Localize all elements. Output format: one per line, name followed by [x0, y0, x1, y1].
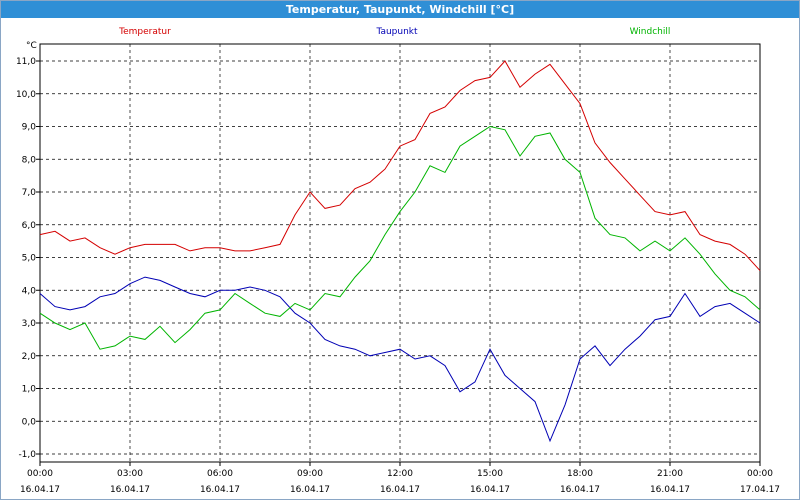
series-line-temperatur: [39, 60, 761, 271]
x-tick-time-label: 03:00: [117, 469, 143, 479]
x-tick-time-label: 15:00: [477, 469, 503, 479]
x-tick-date-label: 16.04.17: [200, 485, 240, 495]
x-tick-time-label: 18:00: [567, 469, 593, 479]
x-tick-date-label: 16.04.17: [290, 485, 330, 495]
x-tick-time-label: 00:00: [27, 469, 53, 479]
y-tick-label: 2,0: [22, 352, 37, 362]
x-tick-time-label: 21:00: [657, 469, 683, 479]
x-tick-date-label: 16.04.17: [20, 485, 60, 495]
x-tick-date-label: 16.04.17: [470, 485, 510, 495]
y-tick-label: 10,0: [16, 90, 36, 100]
x-tick-date-label: 16.04.17: [560, 485, 600, 495]
x-tick-date-label: 16.04.17: [380, 485, 420, 495]
series-line-windchill: [39, 125, 761, 350]
legend-temperatur: Temperatur: [118, 27, 171, 37]
series-lines: [39, 60, 761, 443]
legend: Temperatur Taupunkt Windchill: [118, 27, 670, 37]
y-axis-unit-label: °C: [26, 41, 37, 51]
x-axis-ticks: 00:00 16.04.17 03:00 16.04.17 06:00 16.04.17 0…: [20, 462, 780, 495]
y-tick-label: 7,0: [22, 188, 37, 198]
y-tick-label: 3,0: [22, 319, 37, 329]
x-tick-time-label: 09:00: [297, 469, 323, 479]
y-tick-label: -1,0: [18, 450, 36, 460]
x-tick-time-label: 06:00: [207, 469, 233, 479]
y-tick-label: 8,0: [22, 155, 37, 165]
y-tick-label: 1,0: [22, 385, 37, 395]
x-tick-date-label: 17.04.17: [740, 485, 780, 495]
legend-taupunkt: Taupunkt: [375, 27, 418, 37]
legend-windchill: Windchill: [630, 27, 671, 37]
y-tick-label: 9,0: [22, 123, 37, 133]
series-line-taupunkt: [39, 276, 761, 443]
y-tick-label: 4,0: [22, 286, 37, 296]
x-tick-date-label: 16.04.17: [650, 485, 690, 495]
grid-lines: [39, 44, 761, 462]
x-tick-date-label: 16.04.17: [110, 485, 150, 495]
y-tick-label: 11,0: [16, 57, 36, 67]
y-tick-label: 0,0: [22, 417, 37, 427]
y-axis-ticks: -1,0 0,0 1,0 2,0 3,0 4,0 5,0 6,0 7,0 8,0 9,0 10,0 11…: [16, 57, 40, 460]
x-tick-time-label: 12:00: [387, 469, 413, 479]
window-title: Temperatur, Taupunkt, Windchill [°C]: [1, 1, 799, 18]
y-tick-label: 6,0: [22, 221, 37, 231]
y-tick-label: 5,0: [22, 254, 37, 264]
x-tick-time-label: 00:00: [747, 469, 773, 479]
